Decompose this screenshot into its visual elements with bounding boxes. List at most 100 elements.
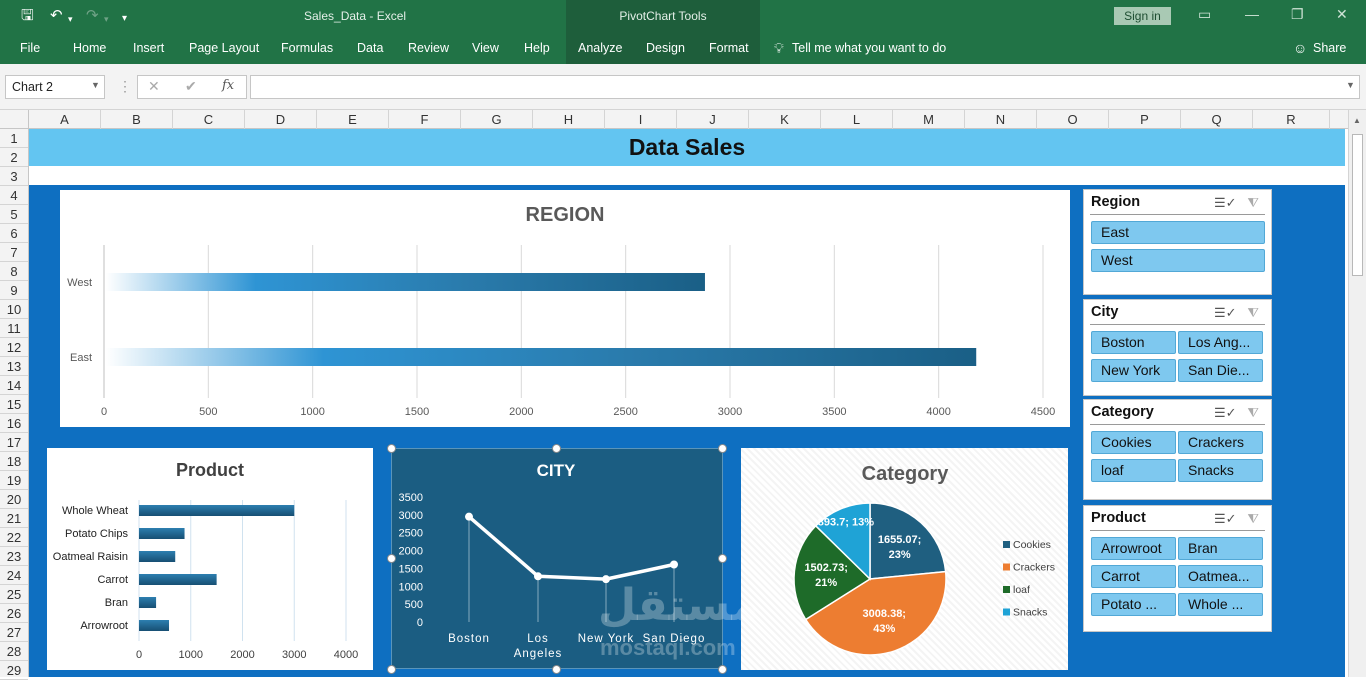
resize-handle[interactable]	[387, 665, 396, 674]
row-header-21[interactable]: 21	[0, 509, 28, 528]
name-box[interactable]: Chart 2	[5, 75, 105, 99]
tab-formulas[interactable]: Formulas	[281, 41, 334, 55]
slicer-item-east[interactable]: East	[1091, 221, 1265, 244]
expand-formula-icon[interactable]: ▼	[1346, 80, 1355, 90]
row-header-22[interactable]: 22	[0, 528, 28, 547]
undo-icon[interactable]: ↶	[50, 7, 63, 24]
row-header-11[interactable]: 11	[0, 319, 28, 338]
resize-handle[interactable]	[718, 554, 727, 563]
multi-select-icon[interactable]: ☰✓ ⧨	[1214, 305, 1259, 320]
category-chart[interactable]: Category 1655.07; 23% 3008.38; 43% 1502.73; 21…	[741, 448, 1068, 670]
row-header-19[interactable]: 19	[0, 471, 28, 490]
row-header-29[interactable]: 29	[0, 661, 28, 680]
save-icon[interactable]: 🖫	[21, 7, 34, 24]
slicer-item-san-diego[interactable]: San Die...	[1178, 359, 1263, 382]
row-header-3[interactable]: 3	[0, 167, 28, 186]
row-header-7[interactable]: 7	[0, 243, 28, 262]
tab-help[interactable]: Help	[524, 41, 550, 55]
column-header-n[interactable]: N	[965, 110, 1037, 129]
row-header-1[interactable]: 1	[0, 129, 28, 148]
column-header-j[interactable]: J	[677, 110, 749, 129]
tab-view[interactable]: View	[472, 41, 499, 55]
row-header-27[interactable]: 27	[0, 623, 28, 642]
tab-review[interactable]: Review	[408, 41, 449, 55]
column-header-o[interactable]: O	[1037, 110, 1109, 129]
row-header-17[interactable]: 17	[0, 433, 28, 452]
scroll-thumb[interactable]	[1352, 134, 1363, 276]
cancel-icon[interactable]: ✕	[148, 78, 160, 94]
clear-filter-icon[interactable]: ⧨	[1247, 405, 1259, 420]
redo-dropdown-icon[interactable]: ▾	[104, 14, 109, 24]
tab-file[interactable]: File	[20, 41, 41, 55]
column-header-k[interactable]: K	[749, 110, 821, 129]
tab-design[interactable]: Design	[646, 41, 685, 55]
slicer-item-carrot[interactable]: Carrot	[1091, 565, 1176, 588]
row-header-23[interactable]: 23	[0, 547, 28, 566]
share-button[interactable]: Share	[1313, 41, 1347, 55]
tab-insert[interactable]: Insert	[133, 41, 165, 55]
column-header-m[interactable]: M	[893, 110, 965, 129]
slicer-item-bran[interactable]: Bran	[1178, 537, 1263, 560]
customize-qat-icon[interactable]: ▾	[122, 13, 128, 24]
multi-select-icon[interactable]: ☰✓ ⧨	[1214, 195, 1259, 210]
tab-data[interactable]: Data	[357, 41, 384, 55]
row-header-4[interactable]: 4	[0, 186, 28, 205]
column-header-b[interactable]: B	[101, 110, 173, 129]
resize-handle[interactable]	[718, 444, 727, 453]
row-header-16[interactable]: 16	[0, 414, 28, 433]
insert-function-icon[interactable]: fx	[222, 78, 235, 93]
row-header-25[interactable]: 25	[0, 585, 28, 604]
resize-handle[interactable]	[387, 444, 396, 453]
row-header-24[interactable]: 24	[0, 566, 28, 585]
row-header-28[interactable]: 28	[0, 642, 28, 661]
column-header-r[interactable]: R	[1253, 110, 1330, 129]
row-header-12[interactable]: 12	[0, 338, 28, 357]
slicer-item-potato[interactable]: Potato ...	[1091, 593, 1176, 616]
multi-select-icon[interactable]: ☰✓ ⧨	[1214, 405, 1259, 420]
row-header-18[interactable]: 18	[0, 452, 28, 471]
tab-analyze[interactable]: Analyze	[578, 41, 623, 55]
clear-filter-icon[interactable]: ⧨	[1247, 195, 1259, 210]
resize-handle[interactable]	[552, 444, 561, 453]
slicer-item-snacks[interactable]: Snacks	[1178, 459, 1263, 482]
slicer-item-boston[interactable]: Boston	[1091, 331, 1176, 354]
column-header-e[interactable]: E	[317, 110, 389, 129]
ribbon-display-options-icon[interactable]: ▭	[1198, 6, 1212, 22]
slicer-item-loaf[interactable]: loaf	[1091, 459, 1176, 482]
restore-icon[interactable]: ❐	[1291, 6, 1304, 22]
column-header-p[interactable]: P	[1109, 110, 1181, 129]
column-header-i[interactable]: I	[605, 110, 677, 129]
slicer-item-west[interactable]: West	[1091, 249, 1265, 272]
row-header-5[interactable]: 5	[0, 205, 28, 224]
clear-filter-icon[interactable]: ⧨	[1247, 305, 1259, 320]
redo-icon[interactable]: ↷	[86, 7, 99, 24]
tab-home[interactable]: Home	[73, 41, 107, 55]
row-header-2[interactable]: 2	[0, 148, 28, 167]
minimize-icon[interactable]: —	[1245, 6, 1259, 22]
resize-handle[interactable]	[718, 665, 727, 674]
tab-format[interactable]: Format	[709, 41, 749, 55]
column-header-q[interactable]: Q	[1181, 110, 1253, 129]
row-header-15[interactable]: 15	[0, 395, 28, 414]
multi-select-icon[interactable]: ☰✓ ⧨	[1214, 511, 1259, 526]
clear-filter-icon[interactable]: ⧨	[1247, 511, 1259, 526]
row-header-9[interactable]: 9	[0, 281, 28, 300]
column-header-f[interactable]: F	[389, 110, 461, 129]
product-chart[interactable]: Product 0 1000 2000 3000 4000 Whole Wheat Potat…	[47, 448, 373, 670]
slicer-item-oatmeal[interactable]: Oatmea...	[1178, 565, 1263, 588]
column-header-a[interactable]: A	[29, 110, 101, 129]
tell-me-box[interactable]: Tell me what you want to do	[792, 41, 947, 55]
row-header-6[interactable]: 6	[0, 224, 28, 243]
slicer-item-cookies[interactable]: Cookies	[1091, 431, 1176, 454]
select-all-corner[interactable]	[0, 110, 29, 129]
row-header-26[interactable]: 26	[0, 604, 28, 623]
close-icon[interactable]: ✕	[1336, 6, 1348, 22]
sign-in-button[interactable]: Sign in	[1114, 7, 1171, 25]
undo-dropdown-icon[interactable]: ▾	[68, 14, 73, 24]
slicer-item-los-angeles[interactable]: Los Ang...	[1178, 331, 1263, 354]
column-header-d[interactable]: D	[245, 110, 317, 129]
row-header-10[interactable]: 10	[0, 300, 28, 319]
slicer-item-arrowroot[interactable]: Arrowroot	[1091, 537, 1176, 560]
vertical-scrollbar[interactable]: ▲	[1348, 110, 1366, 677]
row-header-13[interactable]: 13	[0, 357, 28, 376]
